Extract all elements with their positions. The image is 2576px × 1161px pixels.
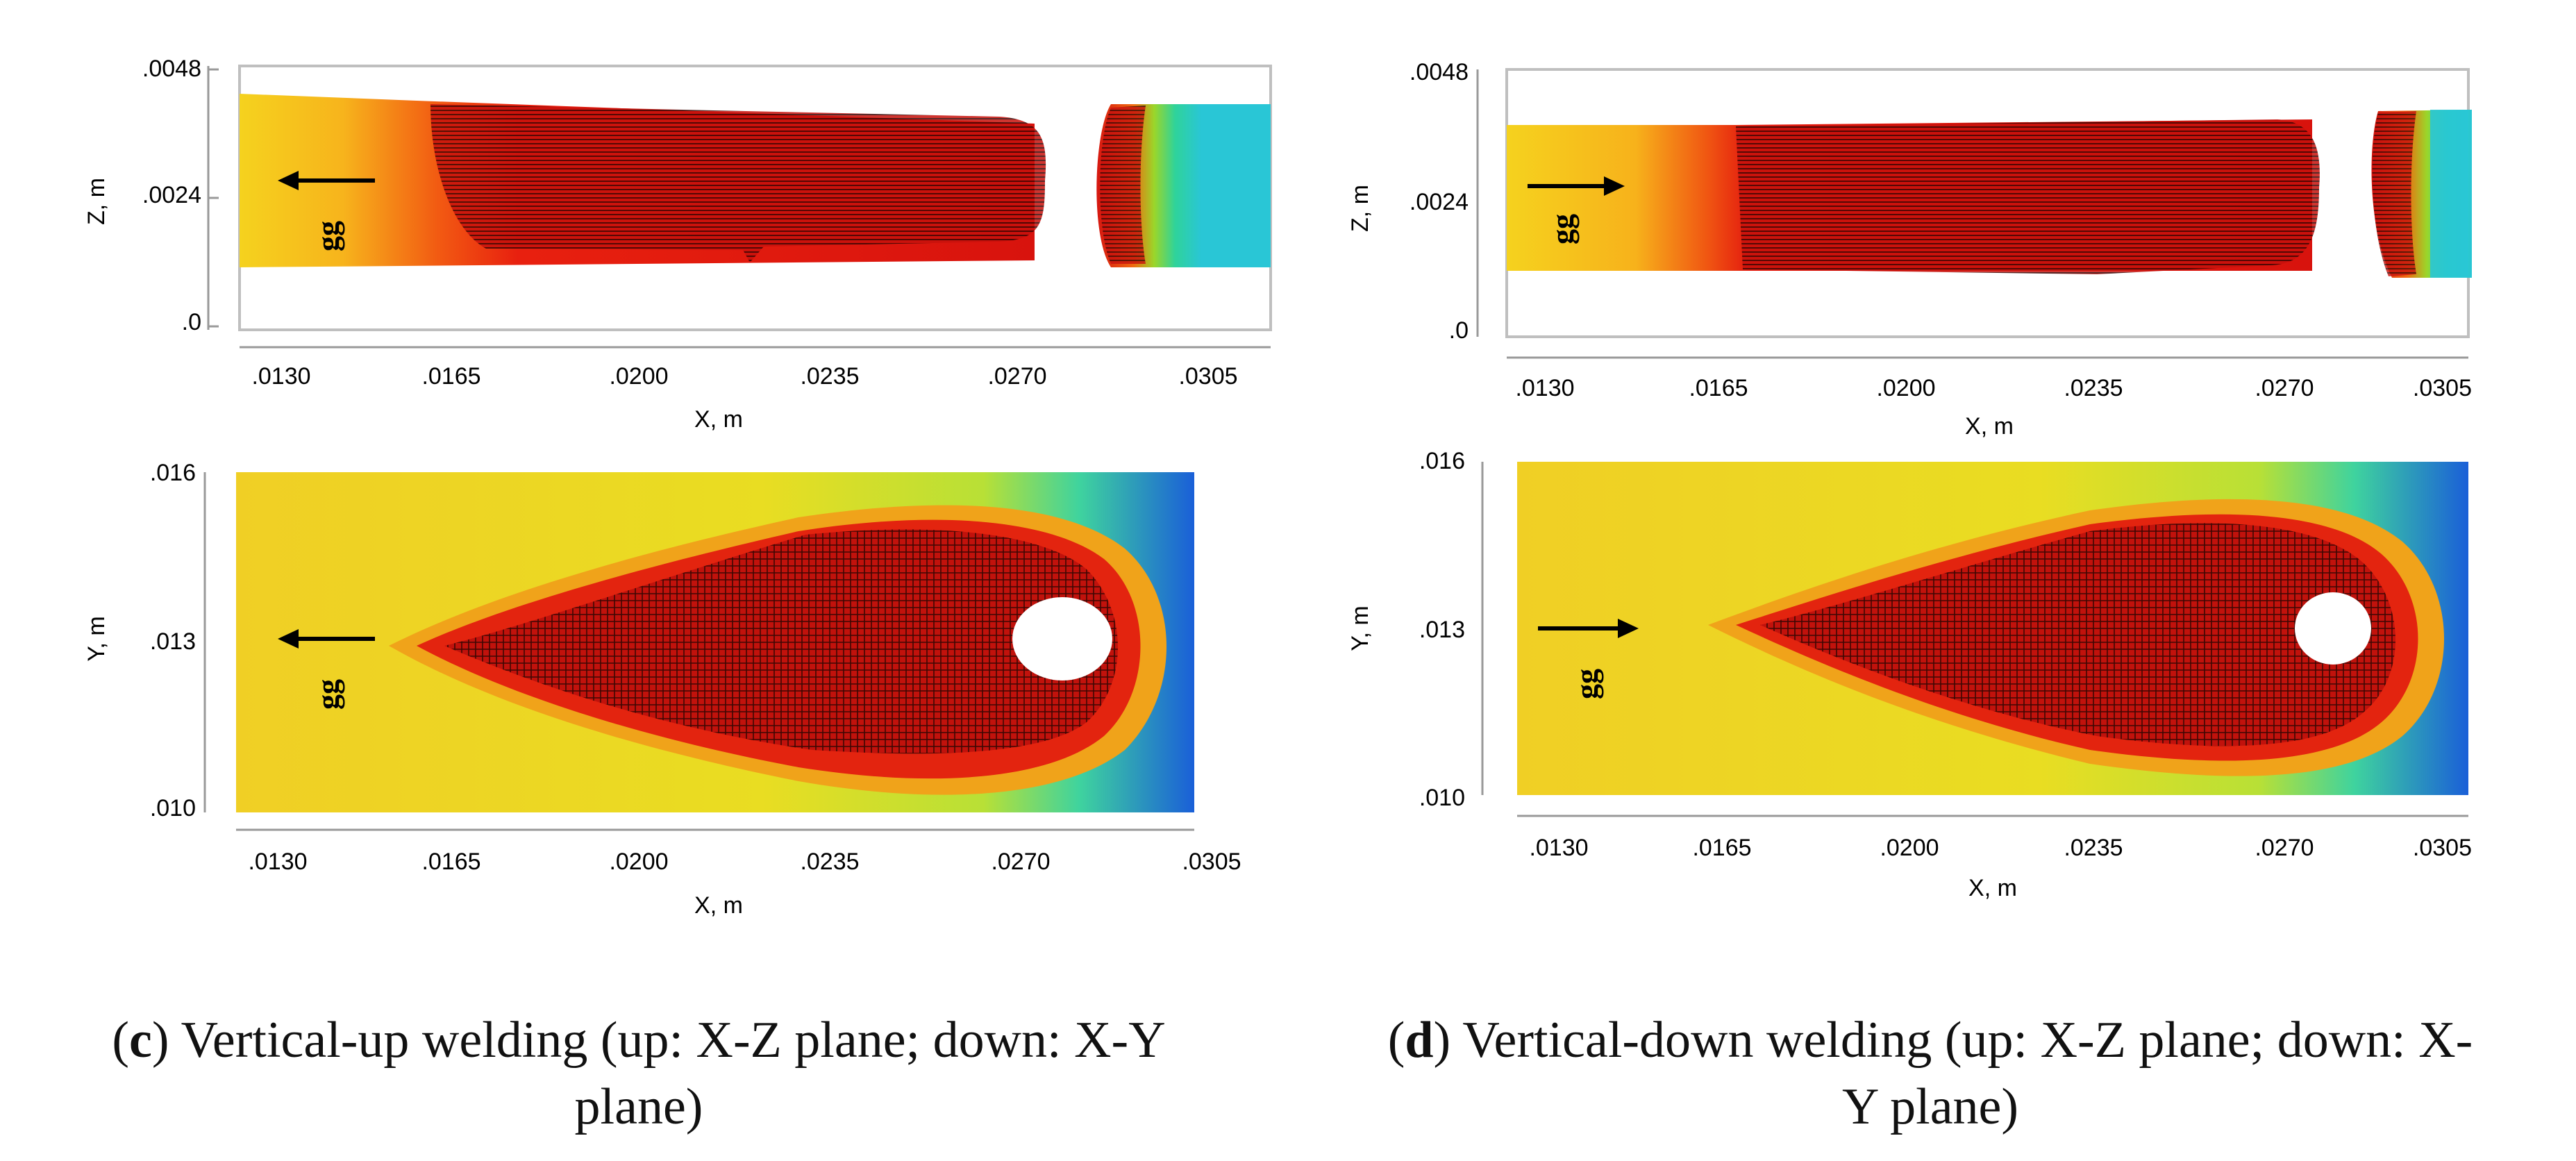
melt-pool-mesh xyxy=(1760,523,2395,746)
x-tick-label: .0305 xyxy=(1178,363,1237,390)
y-tick-label: .0048 xyxy=(142,56,201,82)
x-tick-label: .0305 xyxy=(2413,835,2472,861)
x-tick-label: .0165 xyxy=(1689,375,1748,401)
caption-d-letter: d xyxy=(1405,1012,1434,1069)
panel-d: gg Z, m .0048 .0024 .0 .0130 .0165 .0200… xyxy=(1347,59,2472,901)
y-tick-label: .013 xyxy=(1419,617,1465,643)
y-tick-label: .010 xyxy=(150,795,196,821)
y-tick-label: .013 xyxy=(150,628,196,655)
arc-hole xyxy=(1012,597,1112,680)
caption-d-text: ) Vertical-down welding (up: X-Z plane; … xyxy=(1433,1012,2473,1069)
x-axis-label: X, m xyxy=(1968,875,2017,901)
caption-c: (c) Vertical-up welding (up: X-Z plane; … xyxy=(42,1007,1236,1140)
caption-c-line1: (c) Vertical-up welding (up: X-Z plane; … xyxy=(112,1012,1166,1069)
gravity-label: gg xyxy=(311,221,345,251)
x-axis-label: X, m xyxy=(1965,413,2014,440)
arc-hole xyxy=(2295,592,2371,665)
weld-pool xyxy=(430,104,1046,262)
gravity-arrow-head xyxy=(278,629,299,649)
x-tick-label: .0305 xyxy=(1182,849,1241,875)
panel-c-xy-plot: gg Y, m .016 .013 .010 .0130 .0165 .0200… xyxy=(83,460,1241,919)
weld-tail-mesh xyxy=(2372,111,2416,276)
y-axis-label: Y, m xyxy=(83,616,110,662)
x-tick-label: .0200 xyxy=(1880,835,1939,861)
weld-ambient-region xyxy=(2430,110,2468,278)
caption-c-text: ) Vertical-up welding (up: X-Z plane; do… xyxy=(151,1012,1166,1069)
panel-c: gg Z, m .0048 .0024 .0 .0130 .0165 .0200… xyxy=(83,56,1272,919)
x-tick-label: .0165 xyxy=(421,849,480,875)
y-axis-label: Z, m xyxy=(83,178,110,225)
weld-ambient-region xyxy=(1201,104,1271,267)
x-tick-label: .0165 xyxy=(421,363,480,390)
panel-c-xz-plot: gg Z, m .0048 .0024 .0 .0130 .0165 .0200… xyxy=(83,56,1272,433)
x-tick-label: .0235 xyxy=(800,849,859,875)
panel-d-xy-plot: gg Y, m .016 .013 .010 .0130 .0165 .0200… xyxy=(1347,448,2472,901)
x-tick-label: .0130 xyxy=(251,363,310,390)
x-tick-label: .0305 xyxy=(2413,375,2472,401)
x-tick-label: .0270 xyxy=(987,363,1046,390)
y-tick-label: .010 xyxy=(1419,785,1465,811)
y-axis-label: Y, m xyxy=(1347,605,1373,651)
x-axis-label: X, m xyxy=(694,892,743,919)
x-tick-label: .0270 xyxy=(991,849,1050,875)
x-tick-label: .0270 xyxy=(2255,375,2314,401)
y-tick-label: .0024 xyxy=(1410,189,1469,215)
y-tick-label: .0024 xyxy=(142,182,201,208)
y-tick-label: .0 xyxy=(1449,317,1469,344)
x-tick-label: .0270 xyxy=(2255,835,2314,861)
x-tick-label: .0235 xyxy=(2064,835,2123,861)
weld-pool xyxy=(1736,119,2320,274)
x-tick-label: .0235 xyxy=(2064,375,2123,401)
x-tick-label: .0130 xyxy=(1515,375,1574,401)
x-tick-label: .0165 xyxy=(1692,835,1751,861)
gravity-label: gg xyxy=(1546,214,1580,244)
gravity-arrow-head xyxy=(278,171,299,190)
gravity-label: gg xyxy=(311,679,345,710)
melt-pool-mesh xyxy=(444,529,1118,754)
panel-d-xz-plot: gg Z, m .0048 .0024 .0 .0130 .0165 .0200… xyxy=(1347,59,2472,440)
y-tick-label: .0 xyxy=(182,309,201,335)
y-axis-label: Z, m xyxy=(1347,185,1373,232)
caption-c-letter: c xyxy=(129,1012,152,1069)
weld-tail-mesh xyxy=(1100,106,1146,264)
x-tick-label: .0200 xyxy=(609,849,668,875)
y-tick-label: .016 xyxy=(1419,448,1465,474)
caption-d: (d) Vertical-down welding (up: X-Z plane… xyxy=(1319,1007,2541,1140)
x-tick-label: .0235 xyxy=(800,363,859,390)
y-tick-label: .016 xyxy=(150,460,196,486)
caption-d-line2: Y plane) xyxy=(1841,1078,2019,1135)
caption-c-line2: plane) xyxy=(574,1078,703,1135)
x-tick-label: .0130 xyxy=(248,849,307,875)
x-axis-label: X, m xyxy=(694,406,743,433)
gravity-arrow-head xyxy=(1604,176,1625,196)
y-tick-label: .0048 xyxy=(1410,59,1469,85)
x-tick-label: .0130 xyxy=(1529,835,1588,861)
x-tick-label: .0200 xyxy=(1876,375,1935,401)
gravity-label: gg xyxy=(1570,669,1604,699)
caption-d-line1: (d) Vertical-down welding (up: X-Z plane… xyxy=(1387,1012,2473,1069)
x-tick-label: .0200 xyxy=(609,363,668,390)
gravity-arrow-head xyxy=(1618,619,1639,638)
